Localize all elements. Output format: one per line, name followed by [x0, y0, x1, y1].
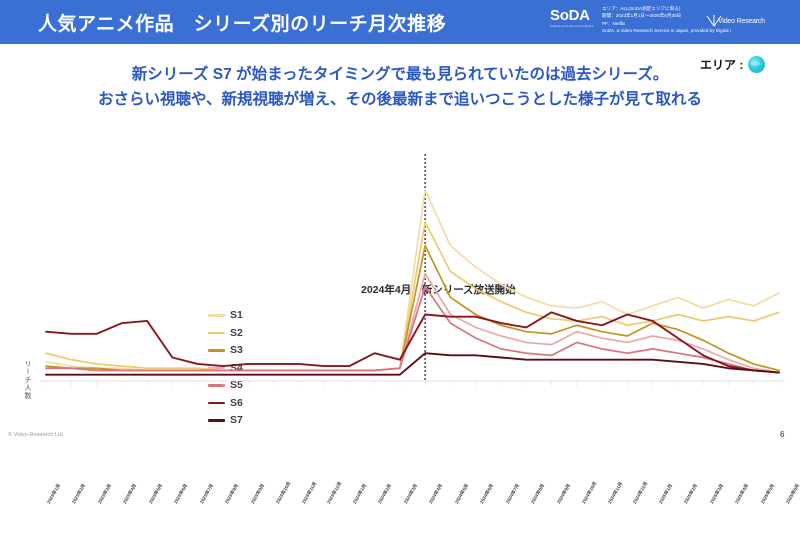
line-chart-svg	[40, 152, 785, 386]
area-badge-label: エリア :	[700, 58, 744, 72]
slide-header: 人気アニメ作品 シリーズ別のリーチ月次推移 SoDA Streaming On-…	[0, 0, 800, 44]
header-meta-area: エリア：ALL(SoDA測定エリアに限る)	[602, 6, 681, 11]
copyright-text: © Video Research Ltd	[8, 432, 63, 438]
legend-item-s7[interactable]: S7	[208, 415, 243, 426]
legend-swatch-icon	[208, 384, 225, 387]
legend-swatch-icon	[208, 331, 225, 335]
page-title: 人気アニメ作品 シリーズ別のリーチ月次推移	[38, 14, 447, 35]
legend-label: S6	[230, 396, 243, 409]
area-badge: エリア :	[700, 56, 766, 73]
video-research-logo: Video Research	[718, 18, 765, 25]
chart-container: リーチ人数 2024年4月 新シリーズ放送開始 S1 S2 S3 S4 S5 S6 S7 2…	[0, 132, 800, 505]
line-series-s4	[45, 272, 780, 374]
chart-plot-area	[40, 152, 785, 497]
video-research-mark-icon	[706, 15, 722, 27]
legend-item-s4[interactable]: S4	[208, 361, 243, 374]
globe-icon	[748, 56, 766, 73]
x-axis-tick-labels: 2023年1月 2023年2月 2023年3月 2023年4月 2023年5月 2023年…	[0, 481, 800, 552]
legend-swatch-icon	[208, 349, 225, 352]
legend-item-s6[interactable]: S6	[208, 396, 243, 409]
legend-swatch-icon	[208, 419, 225, 422]
header-meta-service: SoDA, a Video Research Service in Japan,…	[602, 28, 731, 34]
line-series-s2	[45, 221, 780, 372]
page-number: 6	[780, 430, 785, 439]
line-series-s6	[45, 311, 780, 374]
legend-swatch-icon	[208, 366, 225, 370]
legend-label: S4	[230, 361, 243, 374]
legend-label: S1	[230, 309, 243, 321]
headline-line-2: おさらい視聴や、新規視聴が増え、その後最新まで追いつこうとした様子が見て取れる	[97, 91, 703, 108]
y-axis-title: リーチ人数	[24, 360, 31, 400]
header-meta-period: 期間：2023年1月1日～2025年6月30日	[602, 13, 682, 19]
header-meta-block: エリア：ALL(SoDA測定エリアに限る) 期間：2023年1月1日～2025年…	[602, 5, 800, 35]
headline-line-1: 新シリーズ S7 が始まったタイミングで最も見られていたのは過去シリーズ。	[131, 66, 669, 83]
line-series-s1	[45, 188, 780, 372]
chart-annotation: 2024年4月 新シリーズ放送開始	[361, 284, 516, 296]
soda-logo-text: SoDA	[550, 7, 590, 24]
legend-item-s3[interactable]: S3	[208, 345, 243, 356]
chart-legend: S1 S2 S3 S4 S5 S6 S7	[208, 310, 243, 426]
legend-swatch-icon	[208, 401, 225, 405]
legend-item-s1[interactable]: S1	[208, 310, 243, 321]
line-series-s7	[45, 352, 780, 376]
legend-label: S5	[230, 379, 243, 391]
legend-item-s2[interactable]: S2	[208, 326, 243, 339]
legend-label: S3	[230, 344, 243, 356]
legend-item-s5[interactable]: S5	[208, 380, 243, 391]
line-series-s5	[45, 285, 780, 374]
legend-label: S7	[230, 414, 243, 426]
x-tick-label: 2025年6月	[785, 482, 800, 505]
soda-logo: SoDA Streaming On-Demand Analytics	[550, 8, 616, 38]
legend-swatch-icon	[208, 314, 225, 317]
headline-block: 新シリーズ S7 が始まったタイミングで最も見られていたのは過去シリーズ。 おさ…	[0, 62, 800, 112]
header-meta-platform: PF：Netflix	[602, 20, 626, 26]
soda-logo-tagline: Streaming On-Demand Analytics	[550, 25, 594, 28]
legend-label: S2	[230, 326, 243, 339]
